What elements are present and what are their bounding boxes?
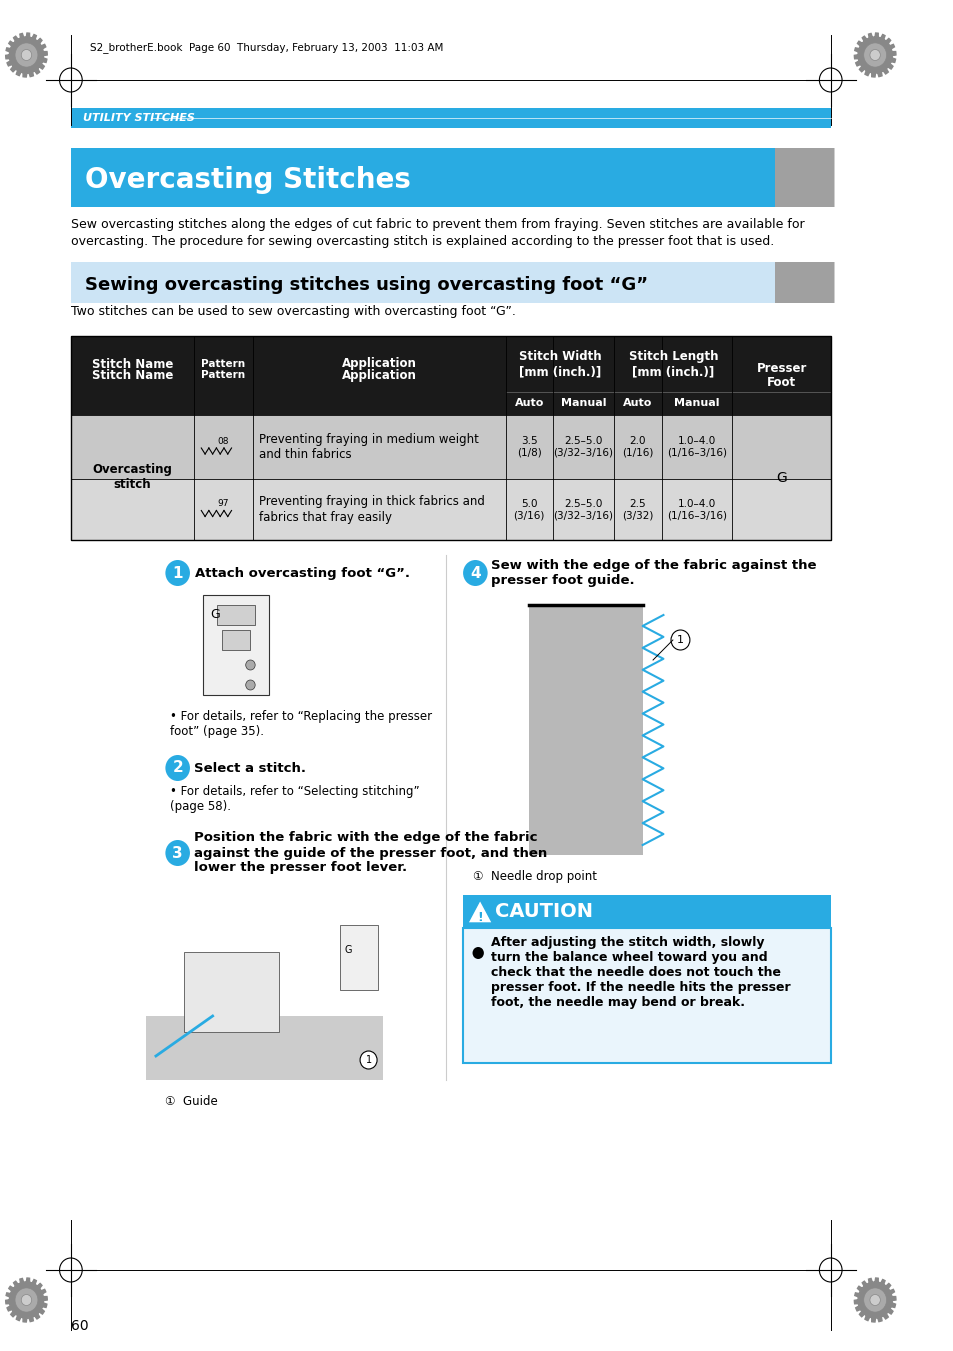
Text: Manual: Manual xyxy=(674,399,719,408)
Text: Presser
Foot: Presser Foot xyxy=(756,362,806,389)
Circle shape xyxy=(670,630,689,650)
Text: Stitch Name: Stitch Name xyxy=(91,358,172,370)
Bar xyxy=(462,928,830,1063)
Text: Select a stitch.: Select a stitch. xyxy=(193,762,305,774)
Circle shape xyxy=(15,1288,38,1312)
Text: Attach overcasting foot “G”.: Attach overcasting foot “G”. xyxy=(194,566,409,580)
Text: Auto: Auto xyxy=(622,399,652,408)
Text: • For details, refer to “Selecting stitching”
(page 58).: • For details, refer to “Selecting stitc… xyxy=(170,785,419,813)
Text: Overcasting
stitch: Overcasting stitch xyxy=(92,463,172,492)
Bar xyxy=(184,952,278,1032)
Circle shape xyxy=(21,1294,31,1305)
Text: • For details, refer to “Replacing the presser
foot” (page 35).: • For details, refer to “Replacing the p… xyxy=(170,711,432,738)
Text: Stitch Width
[mm (inch.)]: Stitch Width [mm (inch.)] xyxy=(518,350,600,378)
Text: 97: 97 xyxy=(217,499,229,508)
Bar xyxy=(71,108,830,128)
Bar xyxy=(71,149,774,207)
Bar xyxy=(203,594,269,694)
Text: 60: 60 xyxy=(71,1319,89,1333)
Bar xyxy=(340,925,377,990)
Text: 3.5
(1/8): 3.5 (1/8) xyxy=(517,436,541,458)
Text: ①  Needle drop point: ① Needle drop point xyxy=(472,870,596,884)
Text: After adjusting the stitch width, slowly
turn the balance wheel toward you and
c: After adjusting the stitch width, slowly… xyxy=(491,936,790,1009)
Polygon shape xyxy=(6,32,48,77)
Polygon shape xyxy=(854,32,895,77)
Bar xyxy=(529,605,642,855)
Circle shape xyxy=(862,43,885,68)
Text: 1: 1 xyxy=(365,1055,372,1065)
Text: Application: Application xyxy=(342,369,416,382)
Text: 1: 1 xyxy=(172,566,183,581)
Text: Stitch Length
[mm (inch.)]: Stitch Length [mm (inch.)] xyxy=(628,350,718,378)
Text: 2.5–5.0
(3/32–3/16): 2.5–5.0 (3/32–3/16) xyxy=(553,436,613,458)
Polygon shape xyxy=(766,149,834,207)
Circle shape xyxy=(165,755,190,781)
Text: Sewing overcasting stitches using overcasting foot “G”: Sewing overcasting stitches using overca… xyxy=(85,276,647,293)
Bar xyxy=(71,336,830,415)
Text: 1.0–4.0
(1/16–3/16): 1.0–4.0 (1/16–3/16) xyxy=(666,436,726,458)
Circle shape xyxy=(21,50,31,61)
Text: Sew overcasting stitches along the edges of cut fabric to prevent them from fray: Sew overcasting stitches along the edges… xyxy=(71,218,803,231)
Bar xyxy=(71,415,830,480)
Circle shape xyxy=(15,43,38,68)
Bar xyxy=(147,1016,382,1079)
Text: !: ! xyxy=(476,911,482,924)
Circle shape xyxy=(165,840,190,866)
Bar xyxy=(217,605,254,626)
Text: 2: 2 xyxy=(172,761,183,775)
Text: 2.5–5.0
(3/32–3/16): 2.5–5.0 (3/32–3/16) xyxy=(553,499,613,520)
Polygon shape xyxy=(6,1278,48,1323)
Circle shape xyxy=(869,1294,880,1305)
Bar xyxy=(71,336,830,540)
Bar xyxy=(71,262,774,303)
Text: Preventing fraying in thick fabrics and
fabrics that fray easily: Preventing fraying in thick fabrics and … xyxy=(258,496,484,523)
Text: UTILITY STITCHES: UTILITY STITCHES xyxy=(83,113,194,123)
Text: overcasting. The procedure for sewing overcasting stitch is explained according : overcasting. The procedure for sewing ov… xyxy=(71,235,773,249)
Circle shape xyxy=(165,561,190,586)
Text: 08: 08 xyxy=(217,436,229,446)
Text: Overcasting Stitches: Overcasting Stitches xyxy=(85,166,411,193)
Text: Application: Application xyxy=(342,358,416,370)
Polygon shape xyxy=(854,1278,895,1323)
Text: Sew with the edge of the fabric against the
presser foot guide.: Sew with the edge of the fabric against … xyxy=(491,559,816,586)
Text: CAUTION: CAUTION xyxy=(495,902,593,921)
Bar xyxy=(71,480,830,540)
Circle shape xyxy=(359,1051,376,1069)
Text: G: G xyxy=(344,944,351,955)
Polygon shape xyxy=(467,900,492,923)
Text: Pattern: Pattern xyxy=(201,359,245,369)
Circle shape xyxy=(246,680,254,690)
Text: 5.0
(3/16): 5.0 (3/16) xyxy=(513,499,544,520)
Text: 2.5
(3/32): 2.5 (3/32) xyxy=(621,499,653,520)
Bar xyxy=(462,894,830,928)
Polygon shape xyxy=(766,262,834,303)
Text: Two stitches can be used to sew overcasting with overcasting foot “G”.: Two stitches can be used to sew overcast… xyxy=(71,305,516,317)
Text: Stitch Name: Stitch Name xyxy=(91,369,172,382)
Circle shape xyxy=(862,1288,885,1312)
Text: Position the fabric with the edge of the fabric
against the guide of the presser: Position the fabric with the edge of the… xyxy=(193,831,546,874)
Text: 1.0–4.0
(1/16–3/16): 1.0–4.0 (1/16–3/16) xyxy=(666,499,726,520)
Text: ①  Guide: ① Guide xyxy=(165,1096,218,1108)
Text: 2.0
(1/16): 2.0 (1/16) xyxy=(621,436,653,458)
Circle shape xyxy=(472,947,483,959)
Text: 3: 3 xyxy=(172,846,183,861)
Text: Manual: Manual xyxy=(560,399,606,408)
Text: Auto: Auto xyxy=(514,399,543,408)
Text: S2_brotherE.book  Page 60  Thursday, February 13, 2003  11:03 AM: S2_brotherE.book Page 60 Thursday, Febru… xyxy=(90,42,443,53)
Text: G: G xyxy=(211,608,220,621)
Text: 1: 1 xyxy=(677,635,683,644)
Text: Pattern: Pattern xyxy=(201,370,245,381)
Bar xyxy=(222,630,251,650)
Text: Preventing fraying in medium weight
and thin fabrics: Preventing fraying in medium weight and … xyxy=(258,434,478,461)
Text: 4: 4 xyxy=(470,566,480,581)
Circle shape xyxy=(869,50,880,61)
Circle shape xyxy=(462,561,487,586)
Circle shape xyxy=(246,661,254,670)
Text: G: G xyxy=(776,470,786,485)
